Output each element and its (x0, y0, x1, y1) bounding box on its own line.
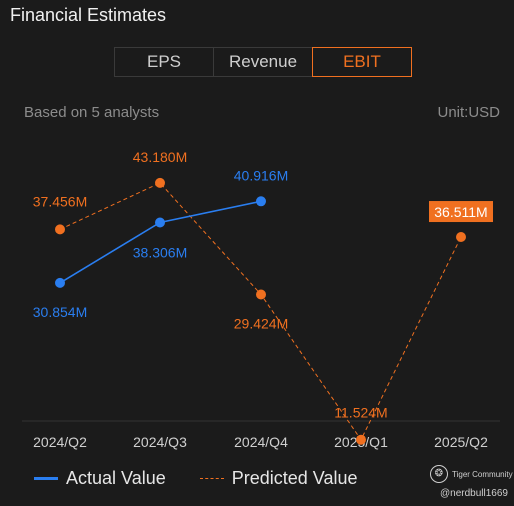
predicted-point (256, 289, 266, 300)
brand-name: Tiger Community (452, 469, 513, 479)
actual-data-label: 38.306M (133, 244, 187, 260)
x-tick-label: 2024/Q3 (133, 434, 187, 450)
watermark: ❂ Tiger Community (430, 465, 513, 483)
predicted-point (55, 224, 65, 235)
analyst-count: Based on 5 analysts (24, 104, 160, 121)
predicted-data-label: 37.456M (33, 193, 87, 209)
actual-point (55, 277, 65, 288)
actual-line (59, 200, 262, 284)
metric-tabs: EPS Revenue EBIT (114, 47, 412, 77)
actual-data-label: 40.916M (234, 167, 288, 183)
tab-ebit[interactable]: EBIT (312, 47, 412, 77)
predicted-data-label: 29.424M (234, 316, 288, 332)
predicted-highlight-badge (429, 201, 493, 223)
predicted-data-label: 11.524M (334, 405, 387, 421)
predicted-line (59, 182, 462, 441)
predicted-data-label: 36.511M (434, 204, 487, 220)
legend: Actual Value Predicted Value (34, 468, 357, 489)
unit-label: Unit:USD (437, 104, 500, 121)
predicted-data-label: 43.180M (133, 149, 187, 165)
page-title: Financial Estimates (10, 5, 167, 25)
actual-point (155, 217, 165, 228)
x-tick-label: 2025/Q2 (434, 434, 488, 450)
predicted-point (456, 232, 466, 242)
predicted-legend-label[interactable]: Predicted Value (231, 468, 358, 488)
x-tick-label: 2024/Q4 (234, 434, 288, 450)
predicted-legend-swatch (199, 478, 224, 479)
tiger-logo-icon: ❂ (430, 465, 448, 483)
ebit-chart: 2024/Q22024/Q32024/Q42025/Q12025/Q237.45… (22, 149, 500, 450)
user-handle: @nerdbull1669 (440, 488, 508, 499)
actual-point (256, 196, 266, 207)
actual-legend-swatch (34, 477, 58, 480)
predicted-point (155, 177, 165, 188)
x-tick-label: 2024/Q2 (33, 434, 87, 450)
predicted-point (356, 434, 366, 445)
actual-legend-label[interactable]: Actual Value (66, 468, 166, 488)
actual-data-label: 30.854M (33, 304, 87, 320)
